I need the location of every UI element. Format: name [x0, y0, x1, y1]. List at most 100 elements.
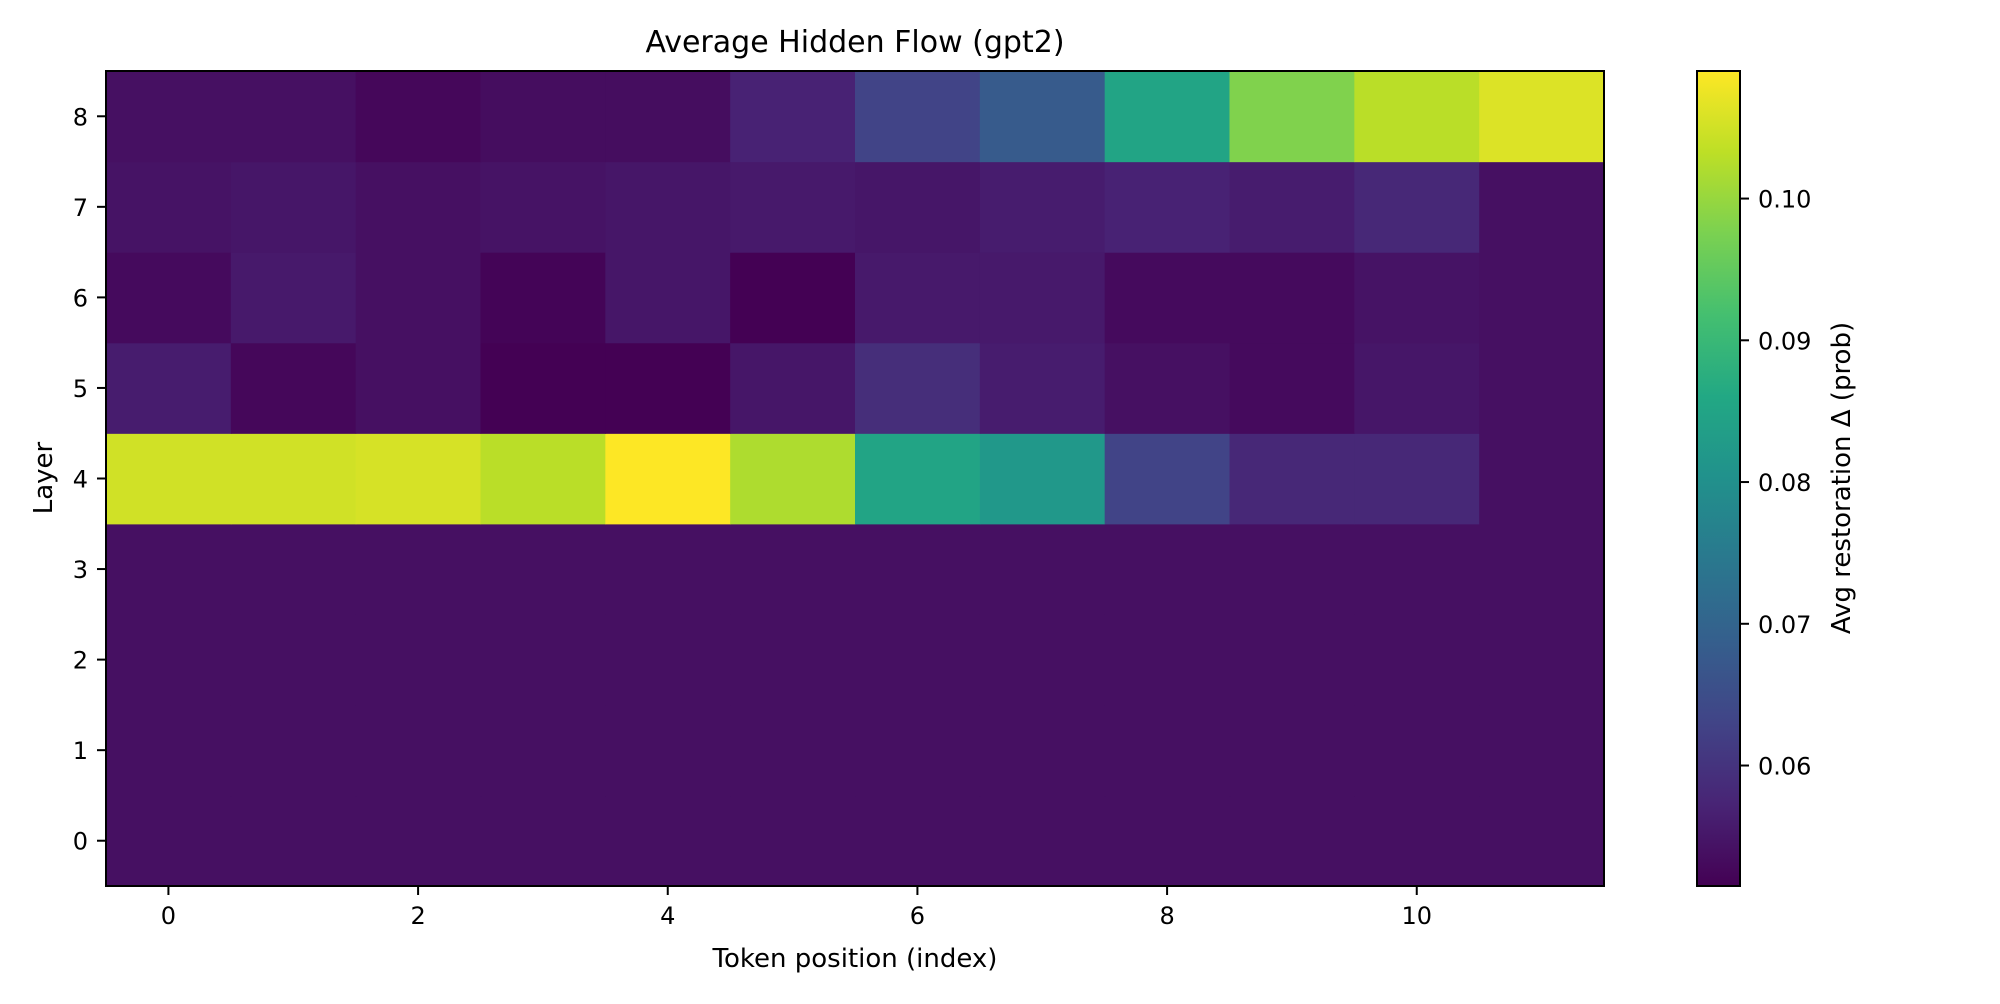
heatmap-cell-layer-1-token-4 — [605, 704, 731, 797]
heatmap-cell-layer-1-token-6 — [855, 704, 981, 797]
heatmap-cell-layer-4-token-4 — [605, 433, 731, 525]
heatmap-cell-layer-2-token-7 — [979, 614, 1106, 706]
y-tick-label: 6 — [73, 284, 88, 312]
heatmap-cell-layer-8-token-7 — [979, 71, 1106, 163]
heatmap-cell-layer-8-token-4 — [605, 71, 731, 163]
heatmap-cell-layer-8-token-6 — [855, 71, 981, 163]
heatmap-cell-layer-6-token-10 — [1354, 252, 1480, 344]
heatmap-cell-layer-3-token-1 — [230, 523, 357, 615]
heatmap-cell-layer-5-token-10 — [1354, 342, 1480, 434]
heatmap-cell-layer-5-token-1 — [230, 342, 357, 434]
heatmap-cell-layer-5-token-8 — [1104, 342, 1231, 434]
heatmap-cell-layer-2-token-8 — [1104, 614, 1231, 706]
heatmap-cell-layer-8-token-9 — [1229, 71, 1355, 163]
heatmap-cell-layer-0-token-2 — [355, 795, 482, 887]
heatmap-cell-layer-1-token-8 — [1104, 704, 1231, 797]
heatmap-cell-layer-8-token-0 — [106, 71, 232, 163]
x-tick-label: 2 — [410, 902, 425, 930]
heatmap-cell-layer-6-token-6 — [855, 252, 981, 344]
colorbar-tick-label: 0.08 — [1758, 469, 1811, 497]
heatmap-cell-layer-1-token-1 — [230, 704, 357, 797]
heatmap-cell-layer-4-token-6 — [855, 433, 981, 525]
heatmap-cell-layer-2-token-9 — [1229, 614, 1355, 706]
heatmap-cell-layer-2-token-10 — [1354, 614, 1480, 706]
x-tick-label: 0 — [161, 902, 176, 930]
heatmap-cell-layer-2-token-0 — [106, 614, 232, 706]
heatmap-cell-layer-7-token-5 — [730, 161, 856, 253]
heatmap-cell-layer-8-token-2 — [355, 71, 482, 163]
heatmap-cell-layer-5-token-5 — [730, 342, 856, 434]
y-tick-label: 7 — [73, 194, 88, 222]
heatmap-cell-layer-7-token-11 — [1479, 161, 1605, 253]
heatmap-cell-layer-1-token-11 — [1479, 704, 1605, 797]
heatmap-cell-layer-3-token-6 — [855, 523, 981, 615]
y-tick-label: 1 — [73, 737, 88, 765]
x-axis-label: Token position (index) — [712, 944, 998, 974]
heatmap-cell-layer-6-token-8 — [1104, 252, 1231, 344]
heatmap-cell-layer-6-token-1 — [230, 252, 357, 344]
colorbar-tick-label: 0.07 — [1758, 611, 1811, 639]
colorbar-label: Avg restoration Δ (prob) — [1827, 322, 1857, 634]
heatmap-cell-layer-0-token-8 — [1104, 795, 1231, 887]
y-axis: 0 1 2 3 4 5 6 7 8 — [73, 103, 106, 856]
heatmap-cell-layer-0-token-10 — [1354, 795, 1480, 887]
heatmap-cell-layer-0-token-1 — [230, 795, 357, 887]
heatmap-cell-layer-8-token-8 — [1104, 71, 1231, 163]
y-tick-label: 5 — [73, 375, 88, 403]
heatmap-cell-layer-0-token-4 — [605, 795, 731, 887]
y-tick-label: 2 — [73, 647, 88, 675]
heatmap-cell-layer-5-token-0 — [106, 342, 232, 434]
heatmap-cell-layer-3-token-3 — [480, 523, 606, 615]
heatmap-cell-layer-6-token-7 — [979, 252, 1106, 344]
heatmap-cell-layer-4-token-10 — [1354, 433, 1480, 525]
heatmap-cell-layer-1-token-10 — [1354, 704, 1480, 797]
heatmap-cell-layer-6-token-5 — [730, 252, 856, 344]
heatmap-cell-layer-2-token-6 — [855, 614, 981, 706]
heatmap-cell-layer-1-token-7 — [979, 704, 1106, 797]
heatmap-cell-layer-5-token-7 — [979, 342, 1106, 434]
heatmap-cell-layer-0-token-9 — [1229, 795, 1355, 887]
colorbar-tick-label: 0.10 — [1758, 186, 1811, 214]
heatmap-cell-layer-8-token-10 — [1354, 71, 1480, 163]
heatmap-cell-layer-7-token-9 — [1229, 161, 1355, 253]
heatmap-cell-layer-7-token-3 — [480, 161, 606, 253]
heatmap-cell-layer-2-token-4 — [605, 614, 731, 706]
heatmap-cell-layer-2-token-5 — [730, 614, 856, 706]
heatmap-cell-layer-2-token-1 — [230, 614, 357, 706]
x-tick-label: 8 — [1159, 902, 1174, 930]
heatmap-cell-layer-2-token-3 — [480, 614, 606, 706]
x-axis: 0 2 4 6 8 10 — [161, 886, 1432, 930]
heatmap-cell-layer-4-token-7 — [979, 433, 1106, 525]
x-tick-label: 10 — [1401, 902, 1432, 930]
heatmap-cell-layer-3-token-2 — [355, 523, 482, 615]
heatmap-cell-layer-7-token-10 — [1354, 161, 1480, 253]
heatmap-cell-layer-3-token-0 — [106, 523, 232, 615]
heatmap-cell-layer-7-token-6 — [855, 161, 981, 253]
heatmap-cell-layer-6-token-0 — [106, 252, 232, 344]
x-tick-label: 4 — [660, 902, 675, 930]
heatmap-cell-layer-7-token-1 — [230, 161, 357, 253]
heatmap-cell-layer-1-token-9 — [1229, 704, 1355, 797]
heatmap-cell-layer-7-token-7 — [979, 161, 1106, 253]
heatmap-cell-layer-4-token-8 — [1104, 433, 1231, 525]
y-axis-label: Layer — [29, 441, 59, 514]
heatmap-cell-layer-6-token-11 — [1479, 252, 1605, 344]
colorbar-tick-label: 0.06 — [1758, 753, 1811, 781]
y-tick-label: 3 — [73, 556, 88, 584]
heatmap-cell-layer-1-token-0 — [106, 704, 232, 797]
heatmap-cell-layer-2-token-2 — [355, 614, 482, 706]
heatmap-cell-layer-0-token-5 — [730, 795, 856, 887]
heatmap-cell-layer-8-token-1 — [230, 71, 357, 163]
heatmap-cell-layer-4-token-2 — [355, 433, 482, 525]
heatmap-cell-layer-5-token-2 — [355, 342, 482, 434]
heatmap-cell-layer-4-token-11 — [1479, 433, 1605, 525]
heatmap-cell-layer-8-token-5 — [730, 71, 856, 163]
heatmap-cell-layer-0-token-7 — [979, 795, 1106, 887]
heatmap-cell-layer-7-token-2 — [355, 161, 482, 253]
y-tick-label: 4 — [73, 466, 88, 494]
colorbar-ticks: 0.06 0.07 0.08 0.09 0.10 — [1740, 186, 1811, 781]
heatmap-cell-layer-3-token-11 — [1479, 523, 1605, 615]
chart-title: Average Hidden Flow (gpt2) — [645, 25, 1064, 60]
